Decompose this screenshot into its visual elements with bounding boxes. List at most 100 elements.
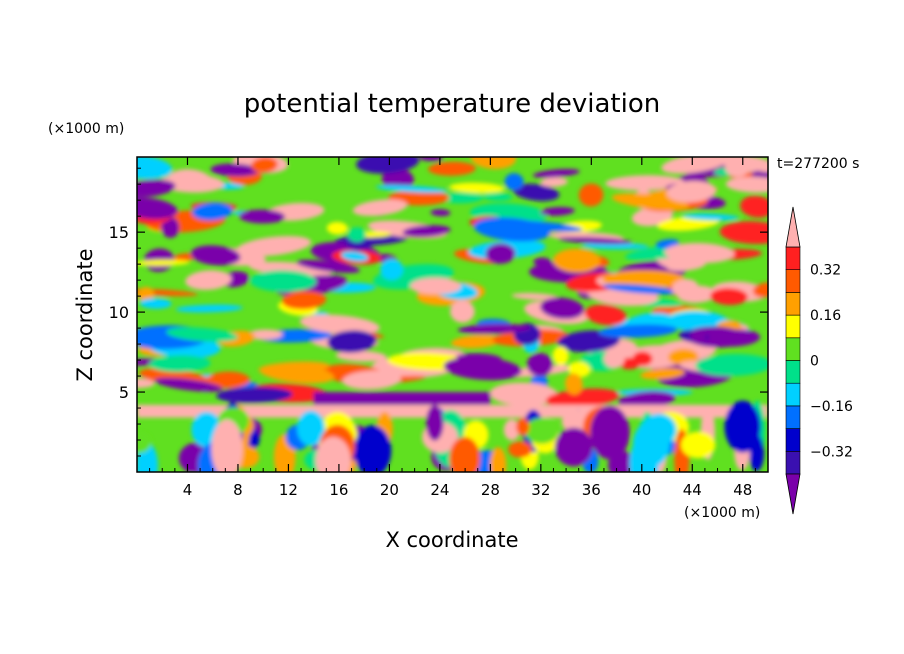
field-blob xyxy=(167,169,213,193)
field-blob xyxy=(353,425,392,472)
y-tick-label: 15 xyxy=(109,223,129,242)
field-blob xyxy=(380,258,404,281)
field-blob xyxy=(565,373,583,395)
field-blob xyxy=(356,157,420,174)
field-blob xyxy=(296,259,360,273)
field-blob xyxy=(341,251,369,262)
field-blob xyxy=(315,436,351,472)
colorbar-max-arrow xyxy=(785,206,801,248)
field-blob xyxy=(327,330,377,353)
field-blob xyxy=(666,180,717,203)
x-tick-label: 36 xyxy=(582,481,601,499)
field-blob xyxy=(710,288,748,306)
field-blob xyxy=(719,221,768,245)
field-blob xyxy=(137,378,155,389)
x-tick-label: 32 xyxy=(531,481,550,499)
field-blob xyxy=(137,157,173,180)
x-tick-label: 20 xyxy=(380,481,399,499)
field-blob xyxy=(690,328,707,345)
colorbar-tick-label: 0.32 xyxy=(810,263,841,279)
field-blob xyxy=(190,245,241,266)
field-blob xyxy=(137,259,190,266)
field-blob xyxy=(508,441,532,458)
colorbar-segment xyxy=(785,428,801,452)
field-blob xyxy=(511,293,558,300)
field-blob xyxy=(602,270,685,289)
x-tick-label: 24 xyxy=(430,481,449,499)
field-blob xyxy=(166,327,238,342)
field-blob xyxy=(603,349,625,369)
colorbar-segment xyxy=(785,314,801,339)
field-blob xyxy=(724,157,750,178)
field-blob xyxy=(281,290,327,310)
field-blob xyxy=(568,361,591,378)
field-blob xyxy=(632,351,653,366)
field-blob xyxy=(605,175,684,191)
field-blob xyxy=(552,346,569,366)
field-blob xyxy=(192,202,233,221)
field-blob xyxy=(681,431,716,459)
y-axis-ticks: 5 10 15 xyxy=(109,167,768,457)
field-blob xyxy=(259,363,335,384)
colorbar-segment xyxy=(785,337,801,361)
field-blob xyxy=(558,237,633,245)
colorbar: 0.32 0.16 0 −0.16 −0.32 xyxy=(785,206,853,515)
field-blob xyxy=(584,304,627,326)
field-blob xyxy=(247,329,283,340)
colorbar-segment xyxy=(785,450,801,475)
field-blob xyxy=(671,278,699,297)
field-blob xyxy=(249,270,317,292)
field-blob xyxy=(430,209,451,217)
colorbar-segment xyxy=(785,269,801,293)
field-blob xyxy=(149,355,211,373)
field-blob xyxy=(524,417,559,444)
field-blob xyxy=(161,216,180,238)
y-tick-label: 5 xyxy=(119,383,129,402)
field-blob xyxy=(504,173,524,191)
field-blob xyxy=(724,400,761,453)
colorbar-tick-label: 0 xyxy=(810,354,819,370)
time-label: t=277200 s xyxy=(777,156,859,172)
x-unit-label: (×1000 m) xyxy=(684,505,760,521)
field-blob xyxy=(313,392,491,405)
field-blob xyxy=(602,284,680,295)
field-blob xyxy=(512,183,560,202)
field-blob xyxy=(682,213,739,221)
field-blob xyxy=(553,248,601,273)
field-blob xyxy=(664,242,735,264)
x-axis-ticks: 4 8 12 16 20 24 28 32 36 40 44 48 xyxy=(149,157,756,499)
field-blob xyxy=(611,193,690,211)
x-tick-label: 4 xyxy=(183,481,193,499)
field-blob xyxy=(211,419,243,472)
field-blob xyxy=(326,221,348,235)
y-axis-label: Z coordinate xyxy=(73,248,97,381)
field-blob xyxy=(402,225,451,237)
field-blob xyxy=(449,182,505,194)
field-blob xyxy=(216,387,293,404)
y-tick-label: 10 xyxy=(109,303,129,322)
field-blob xyxy=(251,157,278,173)
field-blob xyxy=(598,324,678,338)
field-blob xyxy=(545,388,620,408)
field-blob xyxy=(137,432,152,453)
field-blob xyxy=(540,177,568,187)
x-tick-label: 48 xyxy=(733,481,752,499)
x-tick-label: 12 xyxy=(279,481,298,499)
chart-title: potential temperature deviation xyxy=(244,89,660,119)
colorbar-tick-label: −0.32 xyxy=(810,444,853,460)
field-blob xyxy=(443,356,522,381)
field-blob xyxy=(516,418,530,436)
field-blob xyxy=(578,183,604,207)
field-blob xyxy=(450,300,475,323)
x-tick-label: 28 xyxy=(481,481,500,499)
field-blob xyxy=(753,160,768,173)
x-tick-label: 8 xyxy=(233,481,243,499)
field-blob xyxy=(533,257,552,267)
field-blob xyxy=(137,288,198,297)
y-unit-label: (×1000 m) xyxy=(48,121,124,137)
field-blob xyxy=(581,242,649,250)
x-axis-label: X coordinate xyxy=(385,528,518,552)
field-blob xyxy=(352,199,408,217)
field-blob xyxy=(590,405,630,460)
